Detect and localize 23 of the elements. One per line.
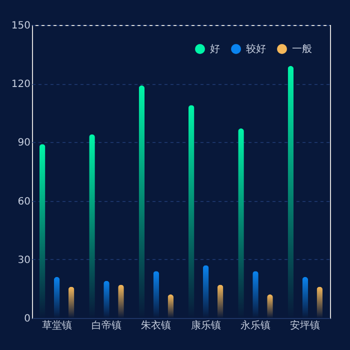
legend-label: 一般: [292, 44, 312, 55]
x-tick-label: 康乐镇: [190, 320, 221, 332]
legend-label: 好: [210, 44, 220, 55]
bar: [316, 286, 323, 318]
x-tick-label: 永乐镇: [240, 320, 270, 332]
bar: [54, 276, 60, 318]
bar: [217, 284, 224, 318]
y-tick-label: 60: [18, 196, 30, 208]
bar: [302, 276, 308, 318]
x-tick-label: 草堂镇: [42, 320, 72, 332]
y-tick-label: 30: [18, 254, 30, 266]
y-tick-label: 150: [11, 20, 30, 32]
y-tick-label: 90: [18, 138, 30, 149]
bar: [68, 286, 74, 318]
y-tick-label: 0: [24, 314, 30, 324]
x-tick-label: 朱衣镇: [141, 320, 172, 332]
bar: [168, 294, 174, 318]
x-tick-label: 白帝镇: [92, 320, 122, 332]
bar: [153, 271, 160, 318]
y-tick-label: 120: [11, 79, 30, 90]
legend-label: 较好: [246, 43, 266, 55]
x-tick-label: 安坪镇: [290, 320, 320, 332]
bar: [202, 265, 209, 318]
